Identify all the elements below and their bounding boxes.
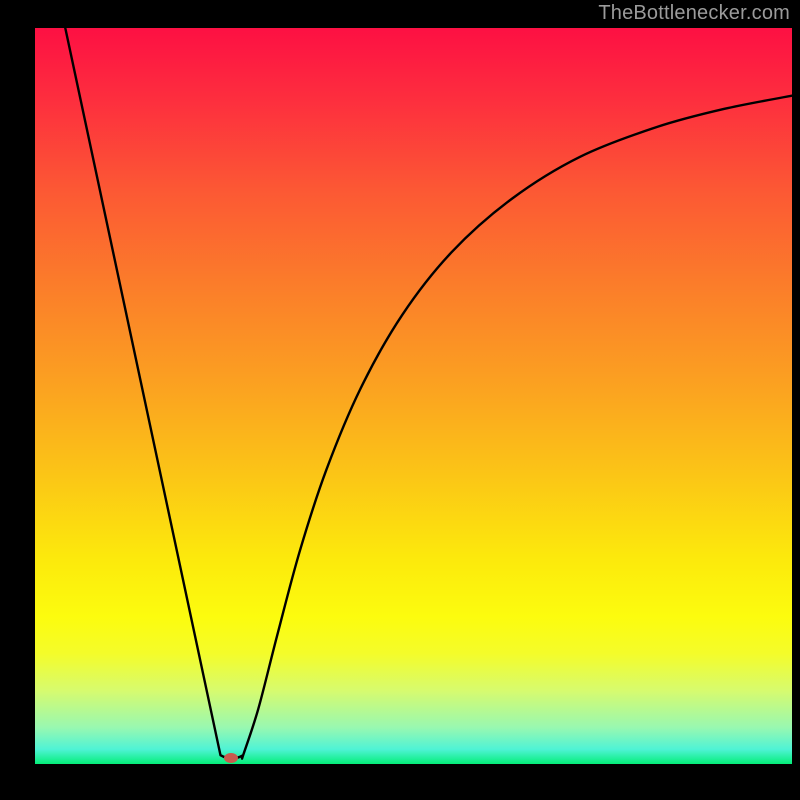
chart-root: { "watermark": { "text": "TheBottlenecke… xyxy=(0,0,800,800)
plot-area xyxy=(35,28,792,764)
watermark-text: TheBottlenecker.com xyxy=(598,2,790,25)
bottleneck-curve xyxy=(35,28,792,764)
curve-path xyxy=(65,28,792,759)
